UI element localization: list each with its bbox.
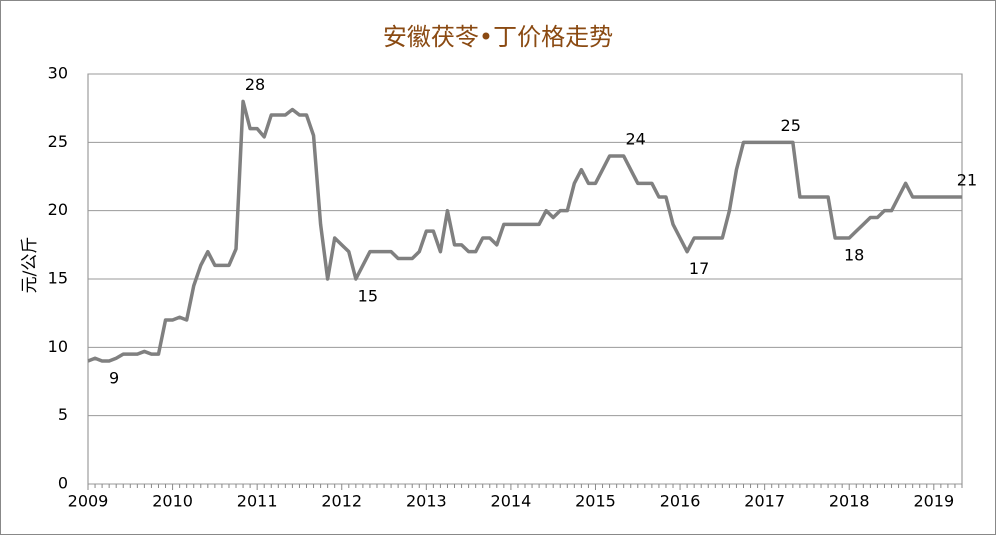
line	[87, 99, 962, 363]
y-tick-label: 10	[48, 337, 68, 356]
data-label: 18	[844, 246, 864, 265]
x-tick-label: 2010	[152, 492, 193, 511]
x-tick-label: 2018	[829, 492, 870, 511]
x-tick-label: 2015	[575, 492, 616, 511]
data-label: 21	[957, 171, 977, 190]
data-label: 9	[109, 369, 119, 388]
x-tick-label: 2016	[660, 492, 701, 511]
y-tick-label: 15	[48, 269, 68, 288]
y-tick-label: 5	[58, 405, 68, 424]
x-tick-label: 2011	[237, 492, 278, 511]
data-label: 17	[689, 259, 709, 278]
y-tick-label: 0	[58, 474, 68, 493]
x-tick-label: 2014	[491, 492, 532, 511]
x-tick-label: 2019	[913, 492, 954, 511]
y-tick-label: 30	[48, 64, 68, 83]
data-label: 15	[358, 287, 378, 306]
x-tick-label: 2009	[68, 492, 109, 511]
data-label: 25	[781, 116, 801, 135]
y-tick-label: 20	[48, 200, 68, 219]
data-label: 24	[625, 130, 645, 149]
chart-title: 安徽茯苓•丁价格走势	[383, 23, 613, 51]
x-tick-label: 2017	[744, 492, 785, 511]
y-axis-label: 元/公斤	[20, 237, 40, 294]
data-label: 28	[245, 75, 265, 94]
x-tick-label: 2012	[321, 492, 362, 511]
x-tick-label: 2013	[406, 492, 447, 511]
y-tick-label: 25	[48, 132, 68, 151]
